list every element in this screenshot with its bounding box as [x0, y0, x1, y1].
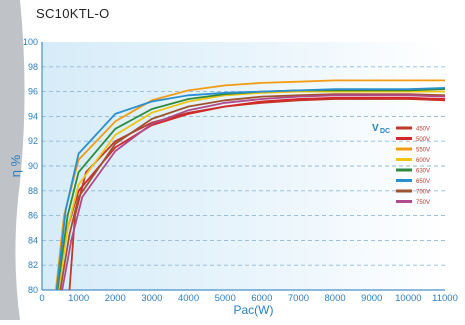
- x-tick-label: 8000: [325, 293, 346, 304]
- series-line-750V: [61, 94, 446, 291]
- y-tick-label: 88: [28, 186, 38, 196]
- x-tick-label: 2000: [105, 293, 126, 304]
- legend-label-750V: 750V: [416, 200, 430, 206]
- x-tick-label: 3000: [141, 293, 162, 304]
- y-tick-label: 86: [28, 211, 38, 221]
- legend-label-500V: 500V: [416, 137, 430, 143]
- x-tick-label: 0: [39, 293, 44, 304]
- x-tick-label: 4000: [178, 293, 199, 304]
- x-tick-label: 10000: [395, 293, 421, 304]
- chart-title: SC10KTL-O: [36, 6, 110, 21]
- x-tick-label: 1000: [68, 293, 89, 304]
- legend-label-600V: 600V: [416, 158, 430, 164]
- series-line-500V: [55, 96, 446, 291]
- y-tick-label: 84: [28, 235, 38, 245]
- y-tick-label: 96: [28, 87, 38, 97]
- decorative-gray-arc: [0, 0, 25, 320]
- y-tick-label: 92: [28, 136, 38, 146]
- series-line-550V: [55, 79, 445, 291]
- legend-label-700V: 700V: [416, 190, 430, 196]
- x-tick-label: 6000: [251, 293, 272, 304]
- y-tick-label: 80: [28, 285, 38, 295]
- legend-label-450V: 450V: [416, 127, 430, 133]
- series-line-700V: [59, 93, 446, 291]
- x-axis-label: Pac(W): [234, 303, 274, 317]
- axis-labels: Pac(W) η %: [8, 154, 274, 317]
- legend-label-630V: 630V: [416, 169, 430, 175]
- series-line-630V: [56, 88, 446, 291]
- y-tick-label: 82: [28, 260, 38, 270]
- plot-area: [42, 42, 445, 290]
- legend-title-sub: DC: [380, 128, 390, 135]
- y-tick-label: 100: [23, 37, 38, 47]
- y-tick-label: 94: [28, 111, 38, 121]
- legend-title: V: [372, 123, 379, 134]
- legend-label-650V: 650V: [416, 179, 430, 185]
- x-tick-label: 9000: [361, 293, 382, 304]
- legend: V DC 450V 500V 550V 600V 630V 650V 700V 750V: [372, 123, 430, 206]
- y-tick-label: 90: [28, 161, 38, 171]
- series-line-650V: [55, 87, 446, 291]
- x-tick-label: 11000: [432, 293, 458, 304]
- y-tick-label: 98: [28, 62, 38, 72]
- y-axis-label: η %: [8, 154, 23, 177]
- x-tick-label: 5000: [215, 293, 236, 304]
- series-lines: [55, 79, 446, 291]
- series-line-600V: [57, 90, 445, 291]
- x-tick-label: 7000: [288, 293, 309, 304]
- legend-label-550V: 550V: [416, 148, 430, 154]
